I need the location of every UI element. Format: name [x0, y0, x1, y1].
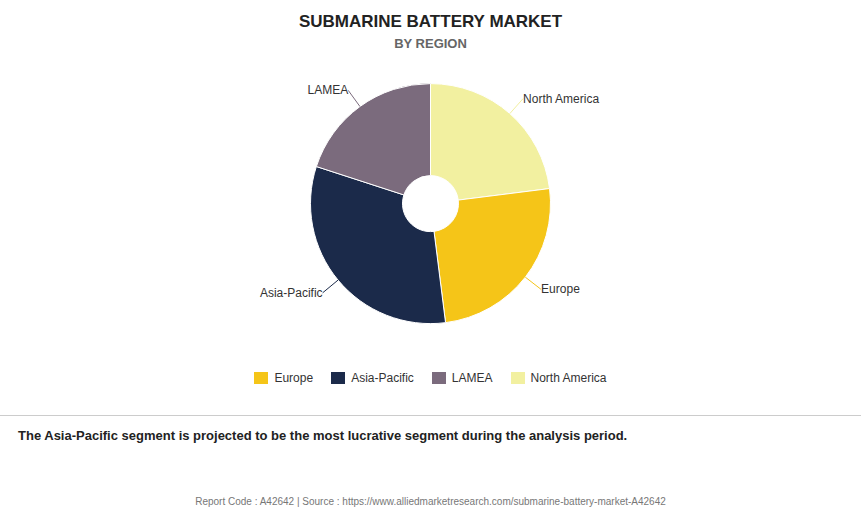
html-text:The Asia-Pacific segment is pr: The Asia-Pacific segment is projected to…: [18, 428, 628, 443]
svg-text:Europe: Europe: [541, 282, 580, 296]
html-text:Report Code : A42642 | Source: Report Code : A42642 | Source : https://…: [195, 496, 666, 507]
svg-text:Asia-Pacific: Asia-Pacific: [260, 286, 323, 300]
html-text:North America: North America: [530, 371, 607, 385]
html-text:BY REGION: BY REGION: [394, 36, 467, 51]
svg-text:LAMEA: LAMEA: [308, 83, 349, 97]
svg-text:North America: North America: [523, 92, 599, 106]
html-text:Asia-Pacific: Asia-Pacific: [351, 371, 414, 385]
html-text:LAMEA: LAMEA: [451, 371, 493, 385]
html-text:Europe: Europe: [274, 371, 314, 385]
html-text:SUBMARINE BATTERY MARKET: SUBMARINE BATTERY MARKET: [298, 12, 563, 31]
